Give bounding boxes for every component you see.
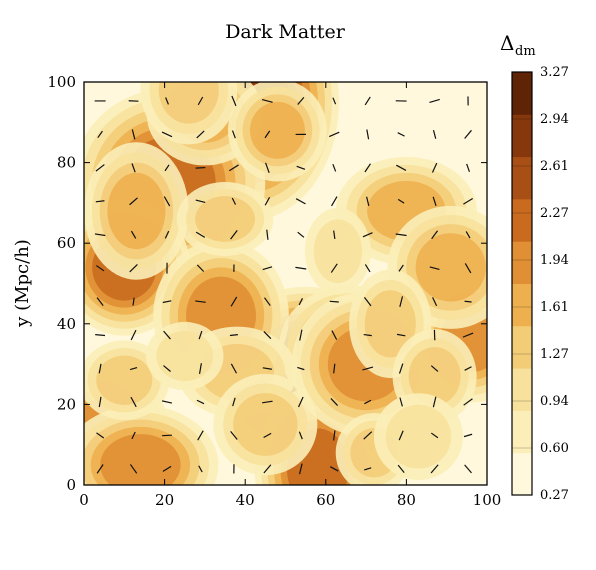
colorbar-segment [512, 453, 532, 496]
y-tick-label: 0 [66, 476, 76, 494]
density-contour [314, 219, 362, 283]
colorbar-tick-label: 2.94 [540, 112, 569, 127]
colorbar-segment [512, 326, 532, 369]
y-tick-label: 100 [47, 73, 76, 91]
colorbar-segment [512, 284, 532, 327]
colorbar-tick-label: 0.60 [540, 441, 569, 456]
colorbar-tick-label: 1.61 [540, 300, 569, 315]
colorbar-segment [512, 199, 532, 242]
y-tick-label: 60 [57, 234, 76, 252]
colorbar-segment [512, 410, 532, 453]
x-tick-label: 100 [473, 491, 502, 509]
x-tick-label: 20 [155, 491, 174, 509]
density-contour [386, 405, 451, 469]
colorbar-segment [512, 114, 532, 157]
density-contour [159, 56, 219, 123]
y-axis-label: y (Mpc/h) [12, 239, 33, 328]
colorbar-label: Δ [500, 31, 514, 55]
y-tick-label: 20 [57, 395, 76, 413]
colorbar-tick-label: 2.61 [540, 159, 569, 174]
colorbar-segment [512, 72, 532, 115]
colorbar-tick-label: 1.27 [540, 347, 569, 362]
y-tick-label: 40 [57, 315, 76, 333]
orientation-stick [230, 335, 238, 336]
orientation-stick [465, 301, 472, 302]
colorbar-label-subscript: dm [515, 44, 536, 59]
colorbar-segment [512, 368, 532, 411]
colorbar-segment [512, 157, 532, 200]
density-contour [250, 102, 305, 159]
orientation-stick [330, 301, 339, 302]
x-tick-label: 60 [316, 491, 335, 509]
density-peak [213, 374, 317, 475]
colorbar-tick-label: 2.27 [540, 206, 569, 221]
orientation-stick [162, 435, 172, 436]
colorbar-segment [512, 241, 532, 284]
density-contour [100, 434, 180, 496]
density-contour [107, 173, 165, 249]
colorbar-tick-label: 0.27 [540, 488, 569, 503]
density-contour [156, 331, 213, 381]
density-contour [416, 233, 486, 301]
density-peak [84, 142, 188, 280]
x-tick-label: 80 [397, 491, 416, 509]
colorbar-tick-label: 0.94 [540, 394, 569, 409]
density-peak [140, 36, 237, 145]
density-peak [228, 79, 327, 181]
density-peak [177, 182, 274, 256]
density-peak [374, 393, 463, 480]
heatmap-plot-area [29, 0, 531, 552]
density-contour [195, 196, 255, 242]
x-tick-label: 0 [79, 491, 89, 509]
colorbar-tick-label: 1.94 [540, 253, 569, 268]
x-tick-label: 40 [236, 491, 255, 509]
y-tick-label: 80 [57, 154, 76, 172]
density-peak [305, 208, 371, 295]
orientation-stick [196, 168, 206, 169]
density-peak [146, 322, 224, 390]
density-contour [96, 356, 152, 405]
chart-title: Dark Matter [225, 21, 345, 43]
colorbar: 0.27 0.60 0.94 1.27 1.61 1.94 2.27 2.61 2.94 3.27 [512, 65, 569, 503]
colorbar-tick-label: 3.27 [540, 65, 569, 80]
